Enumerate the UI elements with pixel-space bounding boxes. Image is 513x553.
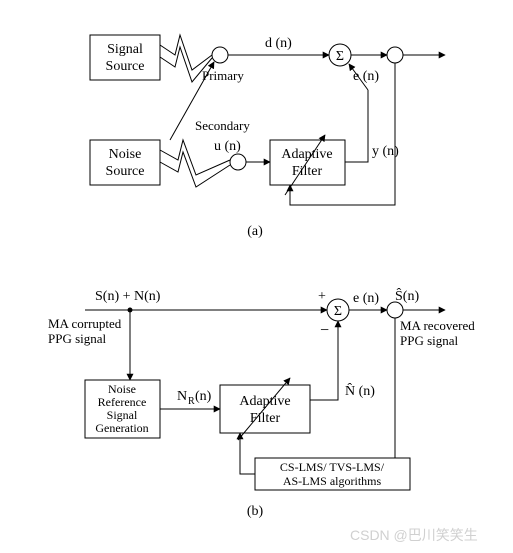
noise-ref-l2: Reference <box>98 395 147 409</box>
nr-n: N <box>177 389 187 404</box>
ma-recovered-2: PPG signal <box>400 333 459 348</box>
sum-label-a: Σ <box>336 49 344 64</box>
un-label: u (n) <box>214 139 241 154</box>
signal-source-line2: Source <box>106 59 145 74</box>
minus-sign: − <box>320 322 329 339</box>
noise-ref-l4: Generation <box>95 421 148 435</box>
primary-label: Primary <box>202 68 244 83</box>
primary-node <box>212 47 228 63</box>
plus-sign: + <box>318 289 326 304</box>
en-label-b: e (n) <box>353 291 379 306</box>
ma-recovered-1: MA recovered <box>400 318 475 333</box>
diagram-b: S(n) + N(n) MA corrupted PPG signal + − … <box>48 287 475 519</box>
signal-source-box: Signal Source <box>90 35 160 80</box>
noise-source-box: Noise Source <box>90 140 160 185</box>
yn-line1 <box>345 90 368 162</box>
out-node-a <box>387 47 403 63</box>
noise-ref-l3: Signal <box>107 408 138 422</box>
watermark: CSDN @巴川笑笑生 <box>350 527 478 543</box>
en-label-a: e (n) <box>353 69 379 84</box>
adaptive-filter-a-line2: Filter <box>292 164 323 179</box>
noise-ref-box: Noise Reference Signal Generation <box>85 380 160 438</box>
feedback-b-2 <box>240 433 255 474</box>
algo-l1: CS-LMS/ TVS-LMS/ <box>280 460 385 474</box>
adaptive-filter-a-line1: Adaptive <box>281 147 332 162</box>
ma-corrupted-2: PPG signal <box>48 331 107 346</box>
ma-corrupted-1: MA corrupted <box>48 316 122 331</box>
snnn-label: S(n) + N(n) <box>95 289 161 304</box>
diagram-b-label: (b) <box>247 504 264 519</box>
diagram-a-label: (a) <box>247 224 263 239</box>
noise-source-line2: Source <box>106 164 145 179</box>
shat-label: Ŝ(n) <box>395 287 419 304</box>
nr-sub: R <box>188 396 195 407</box>
sum-label-b: Σ <box>334 304 342 319</box>
secondary-node <box>230 154 246 170</box>
secondary-label: Secondary <box>195 118 250 133</box>
signal-source-line1: Signal <box>107 42 143 57</box>
dn-label: d (n) <box>265 36 292 51</box>
adaptive-filter-b-l1: Adaptive <box>239 394 290 409</box>
nhat-label: N̂ (n) <box>345 382 375 399</box>
diagram-a: Signal Source Noise Source Adaptive Filt… <box>90 35 445 239</box>
adaptive-filter-b-box: Adaptive Filter <box>220 385 310 433</box>
algo-box: CS-LMS/ TVS-LMS/ AS-LMS algorithms <box>255 458 410 490</box>
nr-arg: (n) <box>195 389 212 404</box>
adaptive-filter-a-box: Adaptive Filter <box>270 140 345 185</box>
sum-node-a: Σ <box>329 44 351 66</box>
noise-ref-l1: Noise <box>108 382 136 396</box>
out-node-b <box>387 302 403 318</box>
algo-l2: AS-LMS algorithms <box>283 474 382 488</box>
adaptive-filter-b-l2: Filter <box>250 411 281 426</box>
nr-label: N R (n) <box>177 389 212 407</box>
noise-source-line1: Noise <box>109 147 142 162</box>
sum-node-b: Σ <box>327 299 349 321</box>
